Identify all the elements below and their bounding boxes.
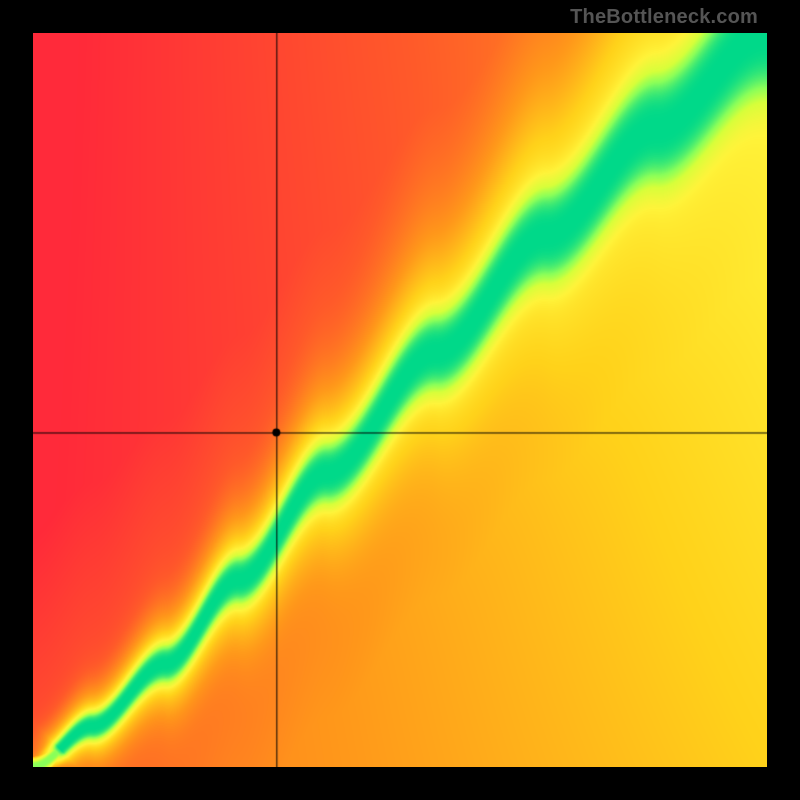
watermark-text: TheBottleneck.com	[570, 6, 758, 29]
heatmap-frame	[33, 33, 767, 767]
bottleneck-heatmap	[33, 33, 767, 767]
